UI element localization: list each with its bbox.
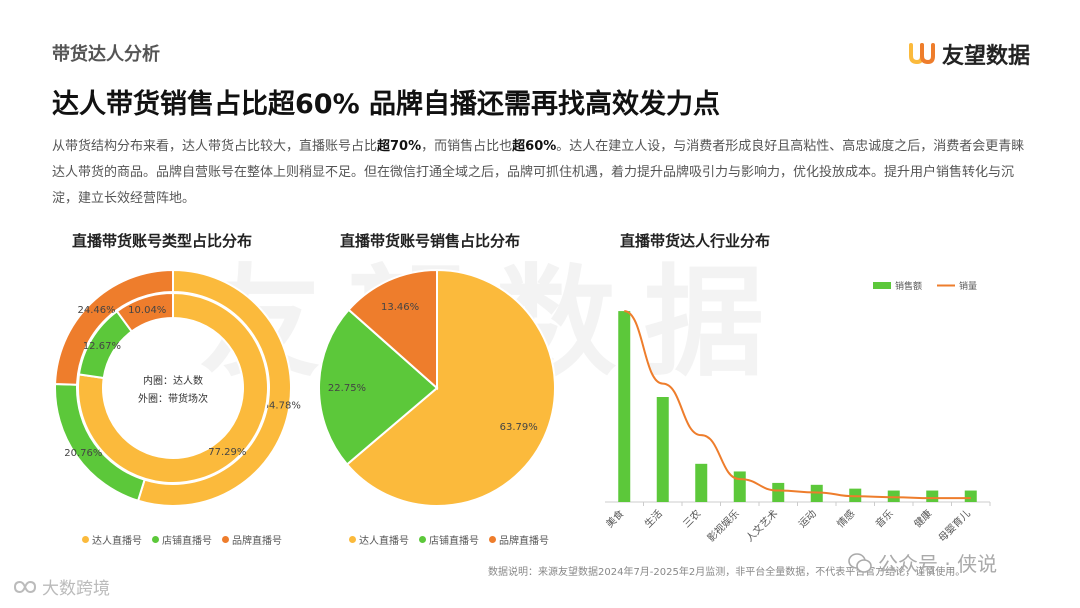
legend-swatch bbox=[489, 536, 496, 543]
legend-item: 店铺直播号 bbox=[152, 532, 212, 547]
x-label-7: 音乐 bbox=[873, 507, 896, 530]
bar-9 bbox=[964, 490, 977, 502]
legend-item: 达人直播号 bbox=[349, 532, 409, 547]
outer-ring-label-0: 54.78% bbox=[263, 400, 301, 411]
page-title: 达人带货销售占比超60% 品牌自播还需再找高效发力点 bbox=[52, 89, 721, 120]
x-label-0: 美食 bbox=[603, 507, 626, 530]
legend-label: 达人直播号 bbox=[359, 536, 409, 547]
chart3-bar-line: 美食 生活 三农 影视娱乐 人文艺术 运动 情感 音乐 健康 母婴育儿 销售额 销量 bbox=[603, 280, 991, 544]
inner-ring-label-0: 77.29% bbox=[208, 447, 246, 458]
data-note: 数据说明：来源友望数据2024年7月-2025年2月监测，非平台全量数据，不代表… bbox=[488, 567, 966, 578]
x-label-2: 三农 bbox=[680, 507, 703, 530]
pie-slice-1 bbox=[318, 308, 439, 466]
line-series-sales-volume bbox=[623, 310, 971, 500]
pie-slice-0 bbox=[345, 268, 556, 507]
legend-label-line: 销量 bbox=[959, 280, 977, 292]
chart2-pie: 63.79% 22.75% 13.46% bbox=[318, 268, 556, 507]
brand-name: 友望数据 bbox=[941, 44, 1030, 69]
bar-0 bbox=[618, 311, 631, 502]
legend-swatch bbox=[349, 536, 356, 543]
legend-item: 店铺直播号 bbox=[419, 532, 479, 547]
legend-label: 店铺直播号 bbox=[162, 536, 212, 547]
x-label-3: 影视娱乐 bbox=[704, 507, 741, 544]
chart3-title: 直播带货达人行业分布 bbox=[620, 232, 771, 250]
legend-label-bar: 销售额 bbox=[895, 280, 922, 292]
legend-item: 品牌直播号 bbox=[489, 532, 549, 547]
x-label-1: 生活 bbox=[642, 507, 665, 530]
footer-left-text: 大数跨境 bbox=[42, 579, 110, 599]
body-text-3: 。达人在建立人设，与消费者形成良好且高粘性、高忠诚度之后，消费者会更青睐达人带货… bbox=[52, 139, 1025, 206]
pie-slice-2 bbox=[347, 268, 438, 391]
legend-swatch bbox=[82, 536, 89, 543]
pie-label-0: 63.79% bbox=[500, 422, 538, 433]
chart1-double-donut: 54.78% 20.76% 24.46% 77.29% 12.67% 10.04% 内圈：达… bbox=[54, 268, 301, 507]
footer-left: 大数跨境 bbox=[14, 574, 110, 599]
center-label-1: 外圈：带货场次 bbox=[138, 392, 208, 405]
legend-item: 品牌直播号 bbox=[222, 532, 282, 547]
body-paragraph: 从带货结构分布来看，达人带货占比较大，直播账号占比超70%，而销售占比也超60%… bbox=[52, 134, 1032, 212]
bar-2 bbox=[695, 463, 708, 502]
bar-4 bbox=[772, 482, 785, 502]
chart2-legend: 达人直播号 店铺直播号 品牌直播号 bbox=[349, 532, 549, 547]
x-label-5: 运动 bbox=[796, 508, 819, 531]
x-label-4: 人文艺术 bbox=[743, 507, 780, 544]
inner-ring-slice-2 bbox=[115, 291, 174, 333]
inner-ring-label-2: 10.04% bbox=[128, 305, 166, 316]
body-bold-2: 超60% bbox=[512, 139, 557, 154]
footer-right: 公众号 · 侠说 bbox=[848, 548, 997, 577]
x-label-8: 健康 bbox=[911, 507, 934, 530]
pie-label-2: 13.46% bbox=[381, 302, 419, 313]
pie-label-1: 22.75% bbox=[328, 383, 366, 394]
legend-label: 品牌直播号 bbox=[499, 536, 549, 547]
legend-swatch bbox=[419, 536, 426, 543]
wechat-icon bbox=[848, 552, 872, 573]
legend-swatch bbox=[152, 536, 159, 543]
outer-ring-label-2: 24.46% bbox=[77, 305, 115, 316]
legend-label: 达人直播号 bbox=[92, 536, 142, 547]
inner-ring-label-1: 12.67% bbox=[83, 341, 121, 352]
legend-label: 品牌直播号 bbox=[232, 536, 282, 547]
legend-item: 达人直播号 bbox=[82, 532, 142, 547]
x-label-6: 情感 bbox=[834, 507, 857, 530]
brand-logo-icon bbox=[908, 43, 935, 65]
footer-right-text: 公众号 · 侠说 bbox=[878, 552, 998, 576]
body-text-2: ，而销售占比也 bbox=[421, 139, 513, 154]
inner-ring-slice-0 bbox=[77, 291, 269, 484]
section-label: 带货达人分析 bbox=[52, 44, 160, 65]
center-label-0: 内圈：达人数 bbox=[143, 374, 203, 387]
legend-swatch bbox=[222, 536, 229, 543]
bar-3 bbox=[733, 471, 746, 502]
chart1-title: 直播带货账号类型占比分布 bbox=[72, 232, 253, 250]
bar-8 bbox=[926, 490, 939, 502]
infinity-logo-icon bbox=[14, 580, 36, 593]
chart3-legend: 销售额 销量 bbox=[873, 280, 977, 292]
body-text-1: 从带货结构分布来看，达人带货占比较大，直播账号占比 bbox=[52, 139, 378, 154]
legend-swatch-bar bbox=[873, 282, 891, 289]
bar-1 bbox=[656, 397, 669, 502]
chart2-title: 直播带货账号销售占比分布 bbox=[340, 232, 521, 250]
outer-ring-label-1: 20.76% bbox=[64, 448, 102, 459]
brand: 友望数据 bbox=[908, 38, 1030, 70]
legend-label: 店铺直播号 bbox=[429, 536, 479, 547]
x-label-9: 母婴育儿 bbox=[935, 507, 972, 544]
chart1-legend: 达人直播号 店铺直播号 品牌直播号 bbox=[82, 532, 282, 547]
body-bold-1: 超70% bbox=[377, 139, 422, 154]
